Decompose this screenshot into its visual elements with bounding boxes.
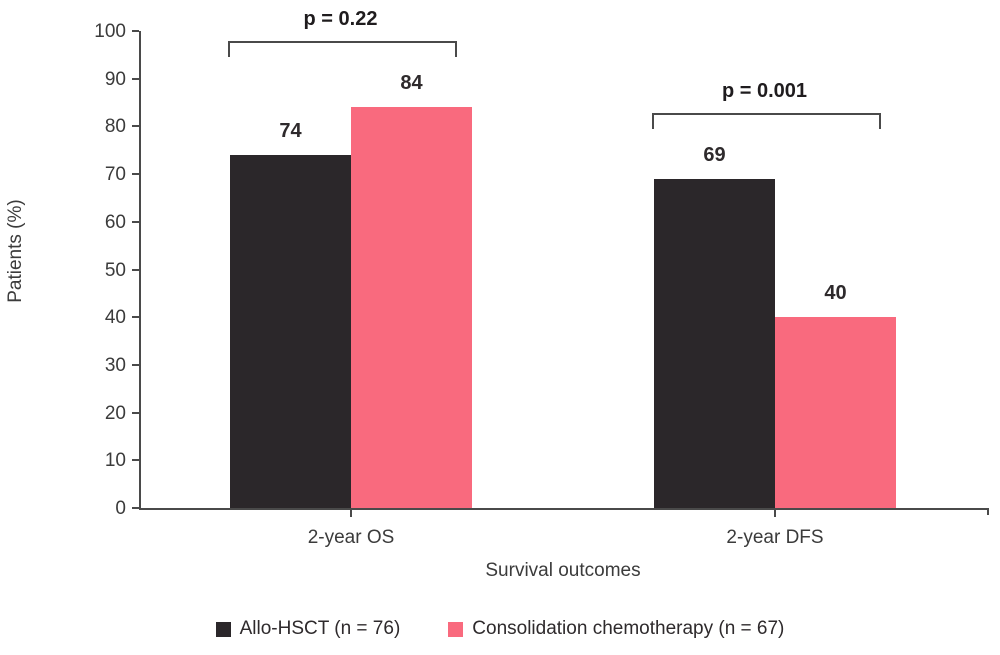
y-axis-tick-label: 30	[104, 354, 126, 376]
y-axis-tick-label: 60	[104, 211, 126, 233]
p-value-label-2-year-os: p = 0.22	[303, 8, 378, 31]
y-axis-tick	[132, 459, 139, 462]
y-axis-tick	[132, 77, 139, 80]
p-value-label-2-year-dfs: p = 0.001	[721, 79, 808, 102]
legend: Allo-HSCT (n = 76) Consolidation chemothe…	[0, 618, 1000, 640]
y-axis-tick-label: 0	[115, 498, 126, 519]
bar-value-label: 40	[824, 282, 847, 305]
bar-consolidation-chemotherapy-2-year-os	[351, 107, 472, 508]
y-axis-tick-label: 100	[94, 21, 126, 42]
x-axis-tick	[774, 508, 776, 517]
bar-allo-hsct-2-year-dfs	[654, 178, 775, 508]
y-axis-tick	[132, 268, 139, 271]
x-axis-category-label-2-year-os: 2-year OS	[307, 527, 395, 548]
legend-label: Allo-HSCT (n = 76)	[239, 618, 401, 639]
x-axis-category-label-2-year-dfs: 2-year DFS	[726, 527, 824, 548]
legend-swatch-icon	[215, 621, 231, 637]
y-axis-tick-label: 40	[104, 307, 126, 329]
legend-item-allo-hsct: Allo-HSCT (n = 76)	[215, 618, 401, 640]
legend-item-consolidation-chemotherapy: Consolidation chemotherapy (n = 67)	[448, 618, 784, 640]
y-axis-tick	[132, 316, 139, 319]
bar-consolidation-chemotherapy-2-year-dfs	[775, 317, 896, 508]
legend-swatch-icon	[448, 621, 464, 637]
y-axis-tick	[132, 220, 139, 223]
significance-bracket-2-year-dfs	[652, 112, 881, 129]
bar-value-label: 74	[279, 120, 302, 143]
x-axis-title: Survival outcomes	[485, 560, 641, 581]
y-axis-tick	[132, 363, 139, 366]
y-axis-tick	[132, 411, 139, 414]
y-axis-tick-label: 50	[104, 259, 126, 281]
y-axis-tick-label: 90	[104, 68, 126, 90]
y-axis-tick	[132, 507, 139, 509]
y-axis-title: Patients (%)	[5, 199, 26, 303]
y-axis-tick-label: 80	[104, 116, 126, 138]
y-axis-tick	[132, 173, 139, 176]
y-axis-tick	[132, 30, 139, 32]
x-axis-line	[139, 508, 989, 510]
y-axis-tick	[132, 125, 139, 128]
bar-value-label: 84	[400, 72, 423, 95]
significance-bracket-2-year-os	[228, 41, 457, 58]
x-axis-tick	[350, 508, 352, 517]
x-axis-end-tick	[987, 508, 989, 515]
bar-value-label: 69	[703, 143, 726, 166]
y-axis-line	[139, 31, 141, 510]
y-axis-tick-label: 10	[104, 450, 126, 472]
y-axis-tick-label: 70	[104, 164, 126, 186]
y-axis-tick-label: 20	[104, 402, 126, 424]
bar-allo-hsct-2-year-os	[230, 155, 351, 508]
legend-label: Consolidation chemotherapy (n = 67)	[472, 618, 785, 639]
